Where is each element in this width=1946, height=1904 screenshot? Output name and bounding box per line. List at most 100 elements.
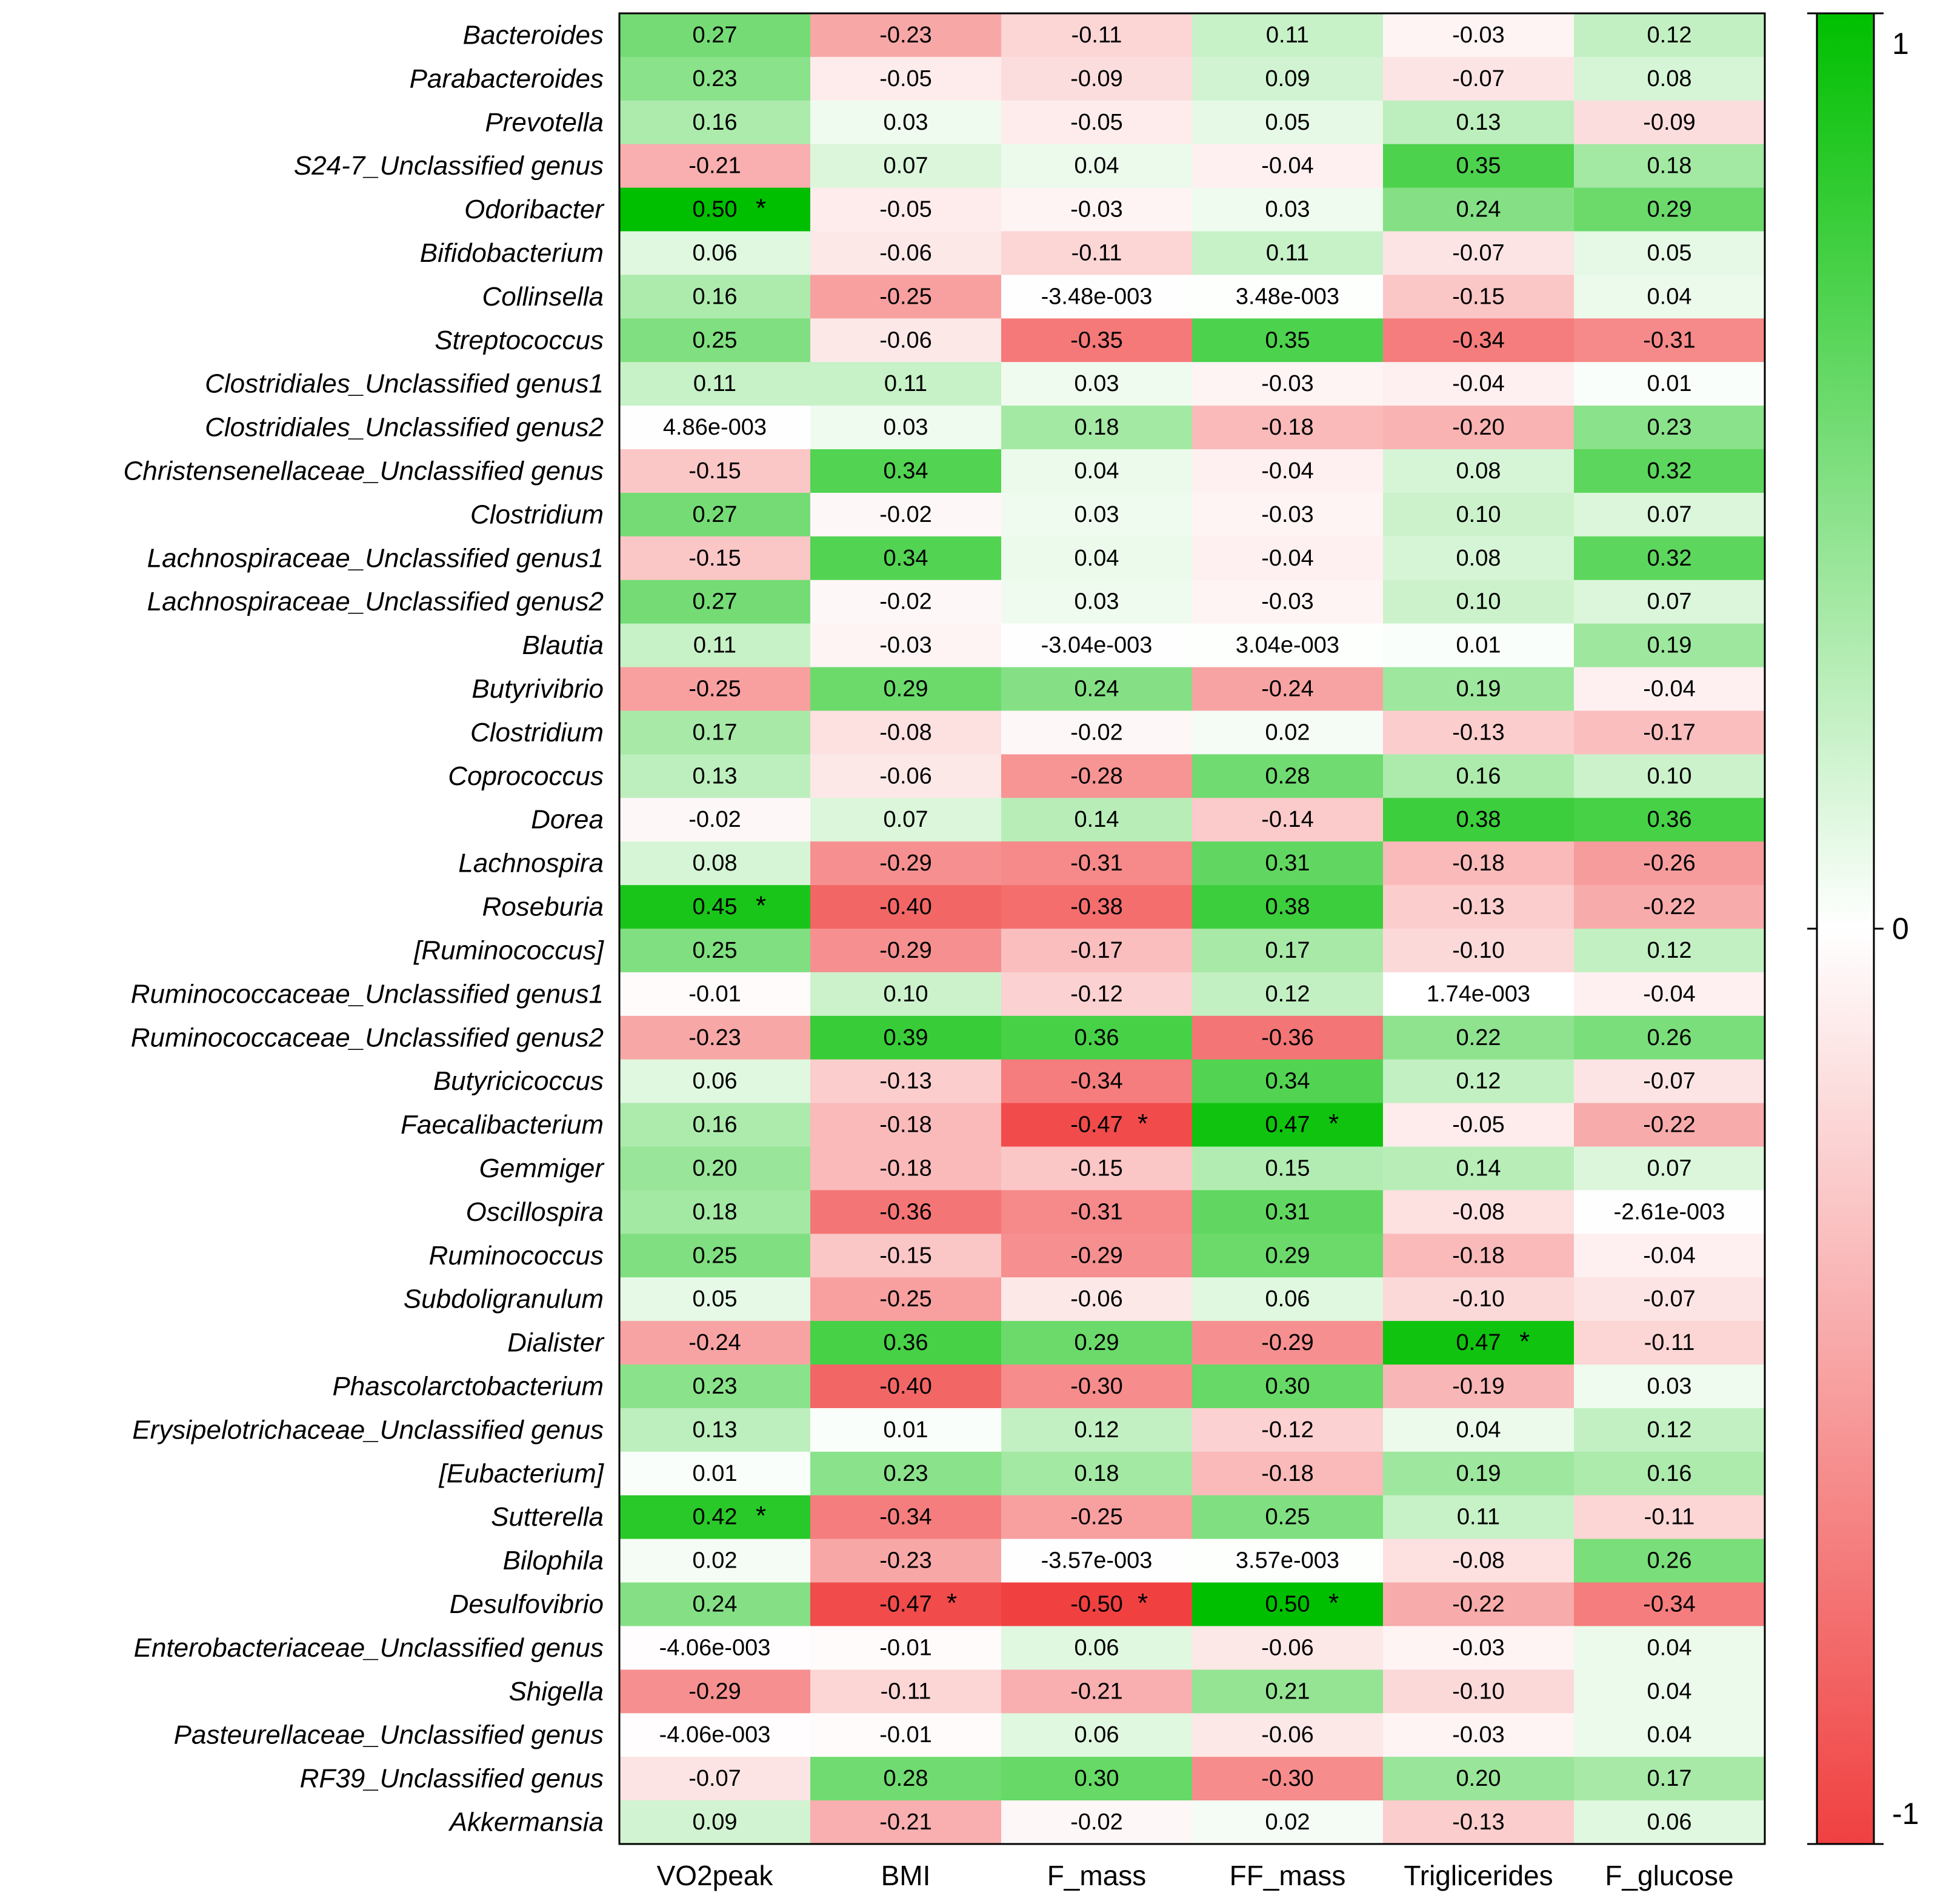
row-label-odoribacter: Odoribacter (464, 195, 605, 224)
cell-value: -0.22 (1452, 1592, 1505, 1617)
cell-value: 0.34 (1265, 1069, 1310, 1094)
heatmap-cell (810, 667, 1002, 711)
color-scale-legend: 1 0 -1 (1807, 12, 1919, 1845)
heatmap-cell (1383, 1408, 1574, 1452)
column-labels: VO2peak BMI F_mass FF_mass Triglicerides F_gl… (657, 1860, 1734, 1891)
row-label-subdoligranulum: Subdoligranulum (404, 1284, 604, 1314)
cell-value: 0.29 (1075, 1330, 1119, 1355)
cell-value: 0.03 (1075, 371, 1119, 396)
heatmap-cell (1383, 231, 1574, 275)
heatmap-cell (1001, 1146, 1193, 1191)
heatmap-cell (619, 56, 811, 101)
heatmap-cell (1192, 449, 1384, 493)
heatmap-cell (619, 580, 811, 624)
heatmap-cell (619, 1669, 811, 1714)
heatmap-cell (1383, 1059, 1574, 1104)
cell-value: 0.05 (1265, 110, 1310, 135)
cell-value: -0.29 (1070, 1243, 1123, 1268)
heatmap-cell (810, 1538, 1002, 1583)
cell-value: 0.06 (1265, 1286, 1310, 1312)
legend-tick-label: -1 (1892, 1797, 1919, 1831)
heatmap-cell (619, 449, 811, 493)
cell-value: -0.02 (879, 589, 932, 615)
row-label-pasteurellaceae-unclassified-genus: Pasteurellaceae_Unclassified genus (174, 1720, 604, 1750)
heatmap-cell (619, 623, 811, 668)
heatmap-cell (1574, 1365, 1765, 1409)
heatmap-cell (1383, 187, 1574, 232)
heatmap-cell (619, 1103, 811, 1147)
heatmap-cell (1192, 100, 1384, 145)
cell-value: -0.08 (1452, 1199, 1505, 1224)
cell-value: -0.07 (688, 1766, 741, 1791)
significance-marker: * (756, 1501, 766, 1531)
cell-value: 0.08 (1456, 458, 1501, 484)
heatmap-cell (1192, 231, 1384, 275)
cell-value: 0.14 (1456, 1155, 1501, 1181)
heatmap-cell (1574, 1190, 1765, 1234)
cell-value: -0.03 (1452, 22, 1505, 48)
cell-value: 0.03 (1075, 502, 1119, 527)
cell-value: 0.02 (693, 1548, 738, 1574)
cell-value: 0.04 (1647, 1679, 1692, 1704)
cell-value: -0.23 (879, 22, 932, 48)
cell-value: 0.01 (884, 1417, 928, 1443)
heatmap-cell (1383, 1146, 1574, 1191)
cell-value: -0.07 (1452, 240, 1505, 266)
cell-value: 0.11 (1457, 1505, 1500, 1530)
heatmap-cell (1574, 1146, 1765, 1191)
cell-value: 0.11 (1266, 22, 1309, 48)
heatmap-cell (619, 929, 811, 973)
heatmap-cell (1574, 406, 1765, 450)
cell-value: 0.50 (1265, 1592, 1310, 1617)
heatmap-cell (810, 1365, 1002, 1409)
cell-value: 0.19 (1456, 676, 1501, 702)
cell-value: -0.25 (879, 1286, 932, 1312)
cell-value: 0.35 (1456, 153, 1501, 179)
legend-tick-label: 1 (1892, 27, 1909, 61)
row-label-ruminococcus: [Ruminococcus] (413, 935, 605, 965)
row-label-clostridium: Clostridium (470, 718, 604, 747)
cell-value: 0.04 (1456, 1417, 1501, 1443)
heatmap-cell (1192, 1190, 1384, 1234)
heatmap-cell (810, 1059, 1002, 1104)
heatmap-cell (619, 841, 811, 886)
heatmap-cell (1574, 1626, 1765, 1670)
cell-value: -0.21 (1070, 1679, 1123, 1704)
heatmap-cell (1383, 1669, 1574, 1714)
cell-value: -0.29 (879, 938, 932, 963)
row-labels: Bacteroides Parabacteroides Prevotella S24-… (124, 20, 605, 1837)
cell-value: -0.25 (1070, 1505, 1123, 1530)
row-label-ruminococcus: Ruminococcus (428, 1241, 604, 1271)
cell-value: 1.74e-003 (1427, 981, 1530, 1007)
heatmap-cell (1001, 929, 1193, 973)
cell-value: 0.08 (693, 850, 738, 876)
heatmap-cell (619, 1015, 811, 1060)
cell-value: 0.27 (693, 22, 738, 48)
cell-value: -0.03 (1261, 589, 1314, 615)
cell-value: -0.15 (688, 458, 741, 484)
cell-value: 0.24 (693, 1592, 738, 1617)
heatmap-cell (1383, 1800, 1574, 1845)
heatmap-cell (619, 972, 811, 1017)
heatmap-cell (810, 580, 1002, 624)
row-label-dorea: Dorea (531, 805, 604, 835)
cell-value: -0.05 (879, 197, 932, 222)
heatmap-cell (619, 1538, 811, 1583)
heatmap-cell (1001, 406, 1193, 450)
heatmap-cell (1192, 667, 1384, 711)
cell-value: 0.32 (1647, 546, 1692, 571)
cell-value: -0.23 (879, 1548, 932, 1574)
heatmap-cell (1383, 449, 1574, 493)
cell-value: 4.86e-003 (663, 415, 767, 440)
row-label-phascolarctobacterium: Phascolarctobacterium (332, 1372, 604, 1401)
cell-value: 0.04 (1647, 1722, 1692, 1748)
cell-value: 0.10 (884, 981, 928, 1007)
heatmap-cell (1192, 13, 1384, 58)
heatmap-cell (810, 1800, 1002, 1845)
heatmap-cell (619, 1059, 811, 1104)
cell-value: -0.36 (1261, 1025, 1314, 1051)
significance-marker: * (1519, 1327, 1530, 1357)
heatmap-cell (619, 885, 811, 929)
heatmap-cell (1574, 56, 1765, 101)
heatmap-cell (1574, 492, 1765, 537)
